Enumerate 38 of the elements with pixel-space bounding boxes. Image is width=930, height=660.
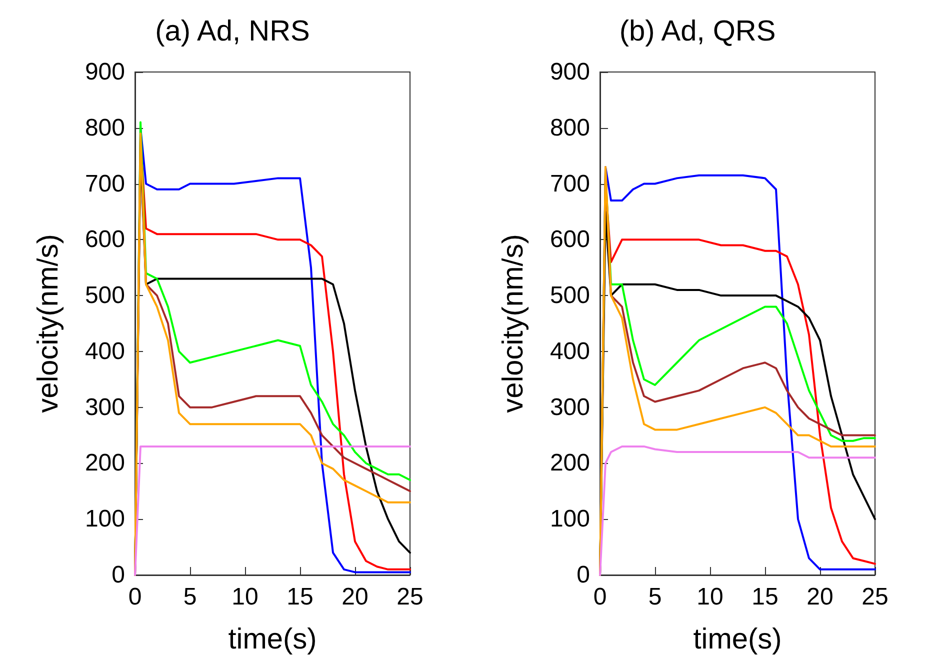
y-tick-label: 600 [84, 226, 125, 254]
y-axis-title: velocity(nm/s) [498, 234, 530, 413]
y-tick-label: 0 [576, 562, 590, 588]
x-tick-label: 20 [806, 584, 834, 610]
x-tick-label: 25 [396, 584, 424, 610]
y-tick-label: 700 [550, 170, 590, 198]
y-tick-label: 400 [550, 338, 590, 365]
x-axis-title: time(s) [228, 624, 317, 656]
y-tick-label: 500 [550, 282, 590, 310]
x-tick-label: 25 [862, 584, 888, 610]
y-tick-label: 100 [84, 506, 125, 533]
y-tick-label: 700 [84, 170, 125, 198]
x-tick-label: 15 [286, 584, 314, 610]
y-tick-label: 800 [550, 114, 590, 142]
x-tick-label: 5 [648, 584, 662, 610]
y-tick-label: 400 [84, 338, 125, 365]
x-tick-label: 5 [183, 584, 197, 610]
y-tick-label: 300 [550, 394, 590, 421]
x-axis-title: time(s) [693, 624, 782, 656]
chart-title: (b) Ad, QRS [619, 16, 776, 48]
y-tick-label: 900 [84, 58, 125, 86]
y-tick-label: 0 [112, 562, 125, 588]
chart-title: (a) Ad, NRS [155, 16, 310, 48]
y-tick-label: 100 [550, 506, 590, 533]
x-tick-label: 0 [128, 584, 142, 610]
y-axis-title: velocity(nm/s) [32, 234, 64, 413]
y-tick-label: 200 [550, 450, 590, 477]
x-tick-label: 20 [342, 584, 368, 610]
y-tick-label: 900 [550, 58, 590, 86]
x-tick-label: 15 [752, 584, 778, 610]
y-tick-label: 500 [84, 282, 125, 310]
x-tick-label: 10 [232, 584, 258, 610]
y-tick-label: 600 [550, 226, 590, 254]
y-tick-label: 300 [84, 394, 125, 421]
y-tick-label: 800 [84, 114, 125, 142]
y-tick-label: 200 [84, 450, 125, 477]
x-tick-label: 10 [696, 584, 724, 610]
x-tick-label: 0 [593, 584, 607, 610]
